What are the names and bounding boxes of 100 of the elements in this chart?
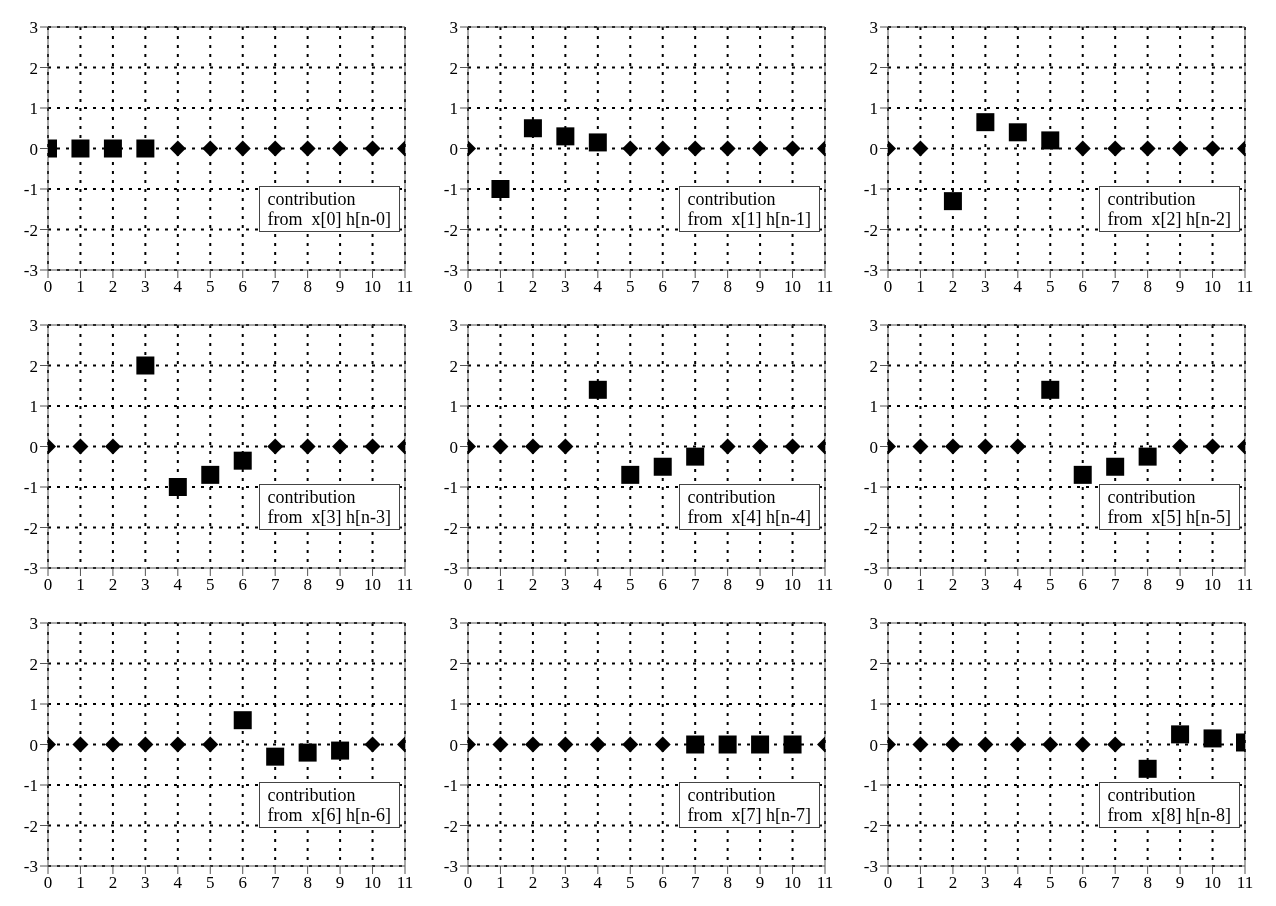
x-tick-label: 1 [916,277,925,297]
point [784,140,801,157]
point [332,438,349,455]
x-tick-label: 1 [916,873,925,893]
point [1138,759,1157,778]
x-tick-label: 10 [364,575,382,595]
x-tick-label: 1 [76,873,85,893]
x-tick-label: 4 [1013,575,1023,595]
x-tick-label: 4 [593,873,603,893]
point [1008,123,1027,142]
x-tick-label: 2 [948,575,958,595]
point [977,736,994,753]
point [267,438,284,455]
y-tick-label: -2 [863,816,878,836]
x-tick-label: 5 [626,873,635,893]
x-tick-label: 7 [270,277,280,297]
y-tick-label: 3 [29,614,38,634]
annotation: from x[3] h[n-3] [267,507,391,527]
point [1138,447,1157,466]
point [1107,736,1124,753]
point [621,465,640,484]
x-tick-label: 3 [561,575,570,595]
point [201,465,220,484]
point [492,438,509,455]
x-tick-label: 11 [816,277,834,297]
x-tick-label: 10 [1204,873,1222,893]
y-tick-label: 1 [869,397,878,417]
x-tick-label: 10 [784,575,802,595]
y-tick-label: 2 [869,58,878,78]
x-tick-label: 1 [496,873,505,893]
x-tick-label: 1 [76,277,85,297]
point [1172,140,1189,157]
point [233,451,252,470]
point [298,743,317,762]
x-tick-label: 7 [690,575,700,595]
point [72,438,89,455]
x-tick-label: 5 [1046,873,1055,893]
point [1009,736,1026,753]
y-tick-label: 2 [869,356,878,376]
y-tick-label: 2 [449,654,458,674]
x-tick-label: 4 [593,277,603,297]
y-tick-label: -2 [443,816,458,836]
annotation: contribution [687,189,777,209]
point [752,438,769,455]
y-tick-label: 0 [869,735,878,755]
x-tick-label: 8 [303,575,312,595]
point [653,457,672,476]
y-tick-label: 0 [869,139,878,159]
x-tick-label: 11 [816,873,834,893]
y-tick-label: 3 [449,316,458,336]
point [784,438,801,455]
annotation: contribution [1107,189,1197,209]
y-tick-label: 3 [869,316,878,336]
y-tick-label: -3 [863,559,878,579]
y-tick-label: 1 [29,397,38,417]
point [977,438,994,455]
y-tick-label: -2 [443,518,458,538]
point [137,736,154,753]
point [266,747,285,766]
x-tick-label: 0 [883,575,893,595]
x-tick-label: 4 [593,575,603,595]
x-tick-label: 5 [1046,277,1055,297]
x-tick-label: 11 [1236,277,1254,297]
x-tick-label: 0 [463,277,473,297]
x-tick-label: 9 [1175,873,1185,893]
point [1009,438,1026,455]
x-tick-label: 8 [1143,873,1152,893]
y-tick-label: -1 [443,478,458,498]
point [1073,465,1092,484]
x-tick-label: 9 [335,575,345,595]
y-tick-label: 2 [449,356,458,376]
point [1171,725,1190,744]
annotation: contribution [687,487,777,507]
x-tick-label: 4 [173,277,183,297]
x-tick-label: 7 [1110,277,1120,297]
point [1107,140,1124,157]
x-tick-label: 8 [303,873,312,893]
x-tick-label: 9 [1175,277,1185,297]
point [523,119,542,138]
y-tick-label: 2 [449,58,458,78]
y-tick-label: 0 [29,735,38,755]
y-tick-label: -2 [23,220,38,240]
point [524,438,541,455]
point [719,438,736,455]
y-tick-label: -3 [443,857,458,877]
x-tick-label: 2 [528,873,538,893]
x-tick-label: 11 [816,575,834,595]
point [1204,438,1221,455]
x-tick-label: 7 [1110,873,1120,893]
y-tick-label: 3 [29,316,38,336]
x-tick-label: 1 [916,575,925,595]
point [72,736,89,753]
point [1074,736,1091,753]
x-tick-label: 7 [1110,575,1120,595]
y-tick-label: 1 [29,99,38,119]
annotation: from x[4] h[n-4] [687,507,811,527]
point [622,140,639,157]
x-tick-label: 3 [141,575,150,595]
y-tick-label: 2 [29,356,38,376]
x-tick-label: 7 [270,873,280,893]
